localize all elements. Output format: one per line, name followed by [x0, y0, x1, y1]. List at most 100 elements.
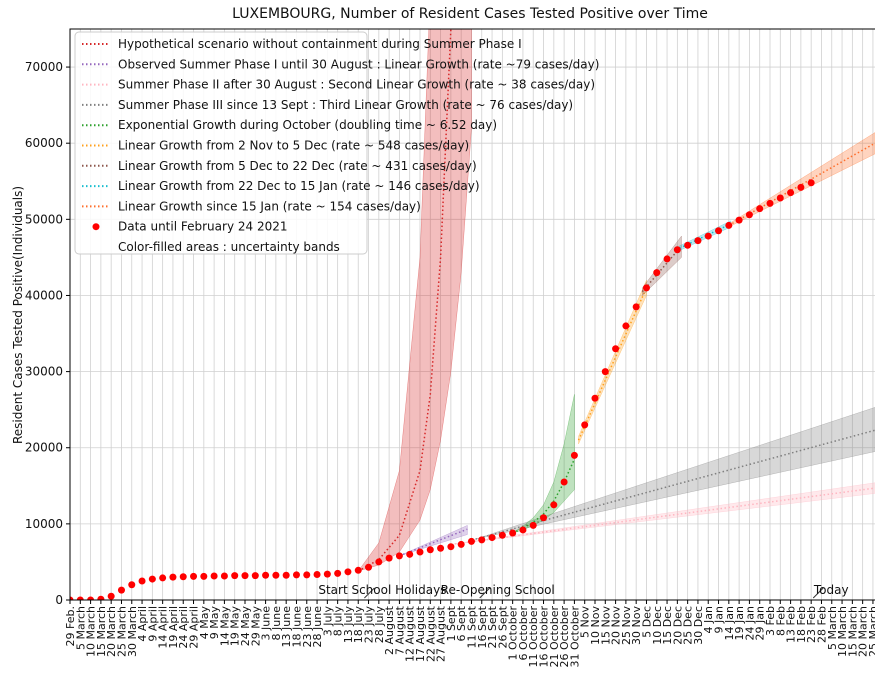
- y-tick-label: 70000: [25, 60, 63, 74]
- x-tick-label: 15 March: [95, 606, 108, 657]
- uncertainty-band: [450, 482, 875, 545]
- data-point: [426, 546, 434, 554]
- x-tick-label: 14 April: [157, 606, 170, 649]
- x-tick-label: 5 March: [74, 606, 87, 650]
- data-point: [694, 237, 702, 245]
- data-point: [622, 322, 630, 330]
- data-point: [313, 570, 321, 578]
- data-point: [715, 227, 723, 235]
- data-point: [447, 543, 455, 551]
- data-point: [365, 563, 373, 571]
- data-point: [210, 572, 218, 580]
- data-point: [776, 194, 784, 202]
- legend-label: Summer Phase II after 30 August : Second…: [118, 78, 595, 92]
- annotation-arrow: [479, 587, 491, 599]
- uncertainty-band: [357, 29, 472, 572]
- fit-line: [450, 487, 875, 546]
- data-point: [807, 179, 815, 187]
- data-point: [467, 537, 475, 545]
- x-tick-label: 13 July: [342, 606, 355, 644]
- chart-title: LUXEMBOURG, Number of Resident Cases Tes…: [232, 6, 708, 22]
- y-tick-label: 50000: [25, 212, 63, 226]
- data-point: [570, 451, 578, 459]
- x-tick-label: 20 Dec: [671, 606, 684, 645]
- data-point: [251, 572, 259, 580]
- x-tick-label: 6 October: [517, 606, 530, 661]
- x-tick-label: 28 Feb: [815, 606, 828, 643]
- data-point: [519, 526, 527, 534]
- data-point: [591, 394, 599, 402]
- data-point: [375, 558, 383, 566]
- x-tick-label: 27 August: [435, 605, 448, 662]
- x-tick-label: 26 Sept: [496, 605, 509, 648]
- x-tick-label: 28 June: [311, 606, 324, 648]
- x-tick-label: 18 June: [290, 606, 303, 648]
- data-point: [540, 514, 548, 522]
- x-tick-label: 19 Jan: [733, 606, 746, 640]
- data-point: [766, 199, 774, 207]
- x-tick-label: 15 Dec: [661, 606, 674, 645]
- data-point: [303, 571, 311, 579]
- x-tick-label: 20 March: [105, 606, 118, 657]
- x-tick-label: 9 April: [146, 606, 159, 642]
- data-point: [76, 596, 84, 600]
- x-tick-label: 30 Nov: [630, 606, 643, 645]
- x-tick-label: 18 July: [352, 606, 365, 644]
- data-point: [87, 596, 95, 600]
- x-tick-label: 8 Feb: [774, 606, 787, 636]
- x-tick-label: 10 March: [85, 606, 98, 657]
- x-tick-label: 23 July: [363, 606, 376, 644]
- data-point: [282, 571, 290, 579]
- x-tick-label: 19 May: [229, 606, 242, 647]
- fit-line: [357, 29, 452, 572]
- data-point: [220, 572, 228, 580]
- x-tick-label: 30 Dec: [692, 606, 705, 645]
- x-tick-label: 3 Feb: [764, 606, 777, 636]
- data-point: [395, 552, 403, 560]
- x-tick-label: 9 May: [208, 606, 221, 640]
- x-tick-label: 20 Nov: [610, 606, 623, 645]
- x-tick-label: 29 April: [188, 606, 201, 649]
- x-tick-label: 4 May: [198, 606, 211, 640]
- x-tick-label: 18 Feb: [795, 606, 808, 643]
- data-point: [612, 345, 620, 353]
- data-point: [663, 255, 671, 263]
- x-tick-label: 11 Sept: [465, 605, 478, 648]
- x-tick-label: 16 October: [538, 606, 551, 668]
- x-tick-label: 12 August: [404, 605, 417, 662]
- data-point: [632, 303, 640, 311]
- x-tick-label: 14 May: [218, 606, 231, 647]
- data-point: [292, 571, 300, 579]
- x-tick-label: 19 April: [167, 606, 180, 649]
- x-tick-label: 29 Feb.: [64, 606, 77, 646]
- x-tick-label: 4 Jan: [702, 606, 715, 633]
- x-tick-label: 23 June: [301, 606, 314, 648]
- data-point: [642, 284, 650, 292]
- data-point: [344, 568, 352, 576]
- x-tick-label: 21 October: [548, 606, 561, 668]
- x-tick-label: 24 April: [177, 606, 190, 649]
- x-tick-label: 24 Jan: [743, 606, 756, 640]
- data-point: [200, 572, 208, 580]
- x-tick-label: 31 October: [568, 606, 581, 668]
- x-tick-label: 20 March: [857, 606, 870, 657]
- legend-note: Color-filled areas : uncertainty bands: [118, 240, 340, 254]
- legend-label: Data until February 24 2021: [118, 220, 287, 234]
- data-point: [138, 577, 146, 585]
- data-point: [745, 211, 753, 219]
- data-point: [231, 572, 239, 580]
- x-tick-label: 8 June: [270, 606, 283, 641]
- data-point: [457, 540, 465, 548]
- x-tick-label: 2 August: [383, 605, 396, 655]
- x-tick-label: 28 July: [373, 606, 386, 644]
- legend-label: Linear Growth from 5 Dec to 22 Dec (rate…: [118, 159, 477, 173]
- data-point: [262, 571, 270, 579]
- x-tick-label: 3 June: [260, 606, 273, 641]
- data-point: [684, 241, 692, 249]
- legend-label: Summer Phase III since 13 Sept : Third L…: [118, 98, 573, 112]
- data-point: [354, 566, 362, 574]
- data-point: [725, 221, 733, 229]
- plot-area: [70, 29, 875, 600]
- data-point: [704, 232, 712, 240]
